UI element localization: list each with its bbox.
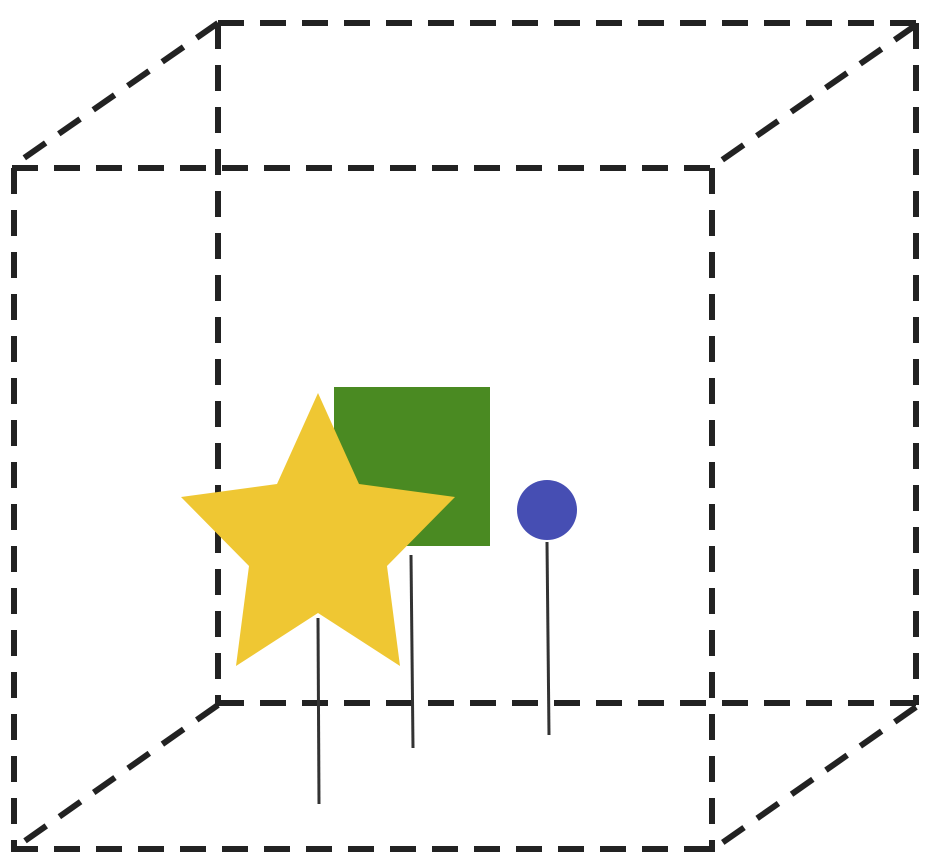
star-stem — [316, 617, 321, 805]
cube-depth-bottom-right-edge — [710, 704, 918, 853]
cube-depth-top-right-edge — [710, 22, 918, 170]
sphere-stem — [545, 541, 551, 736]
scene-objects — [181, 387, 577, 805]
square-stem — [409, 554, 415, 749]
yellow-star — [181, 393, 455, 666]
cube-depth-bottom-left-edge — [10, 702, 220, 853]
cube-back-face — [215, 20, 919, 706]
cube-depth-top-left-edge — [12, 20, 220, 168]
blue-sphere — [517, 480, 577, 540]
cube-front-face — [11, 165, 715, 852]
